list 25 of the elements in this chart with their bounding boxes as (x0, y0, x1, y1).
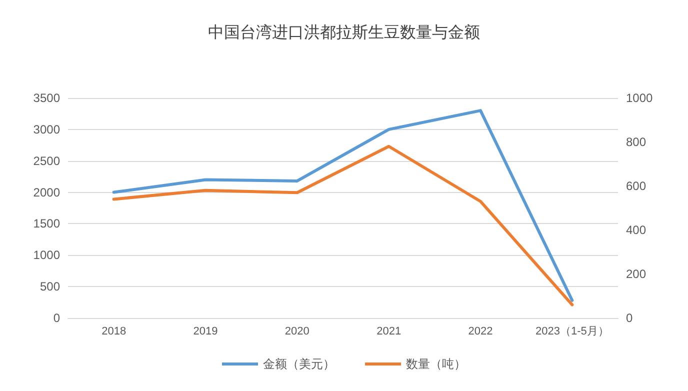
y-tick-label: 2500 (33, 154, 60, 168)
y2-tick-label: 600 (626, 179, 646, 193)
y-tick-label: 3000 (33, 122, 60, 136)
x-tick-label: 2023（1-5月） (535, 326, 609, 338)
x-tick-label: 2019 (193, 326, 218, 338)
x-tick-label: 2021 (376, 326, 402, 338)
y2-tick-label: 400 (626, 223, 646, 237)
line-series (112, 109, 574, 302)
y-tick-label: 1500 (33, 216, 60, 231)
x-tick-label: 2018 (102, 326, 126, 338)
line-series (112, 144, 574, 306)
x-tick-label: 2020 (284, 326, 310, 338)
y-tick-label: 0 (53, 311, 60, 325)
y-tick-label: 500 (40, 280, 60, 294)
y-tick-label: 2000 (33, 185, 60, 200)
y2-tick-label: 200 (626, 267, 646, 281)
y2-tick-label: 800 (626, 135, 646, 149)
y2-tick-label: 0 (626, 311, 633, 325)
chart-title: 中国台湾进口洪都拉斯生豆数量与金额 (208, 24, 480, 42)
y2-tick-label: 1000 (626, 91, 654, 105)
legend-label: 金额（美元） (263, 357, 335, 371)
y-tick-label: 1000 (33, 248, 60, 262)
legend-label: 数量（吨） (406, 357, 466, 371)
x-tick-label: 2022 (468, 326, 493, 338)
y-tick-label: 3500 (33, 91, 60, 105)
